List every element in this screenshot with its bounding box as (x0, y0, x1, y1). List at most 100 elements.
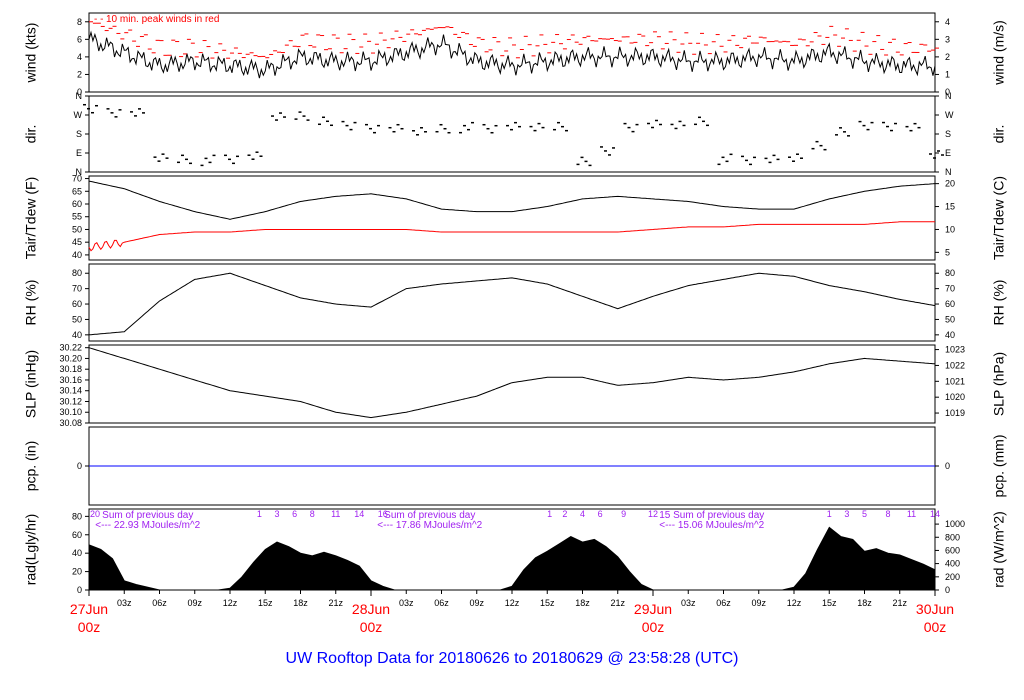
panel-temp (85, 175, 939, 261)
wind-ticklabel-left: 2 (77, 69, 82, 79)
x-day-hour-label: 00z (78, 619, 101, 635)
temp-ticklabel-right: 20 (945, 179, 955, 189)
rad-hour-label: 1 (827, 509, 832, 519)
rad-daily-sum-value: <--- 17.86 MJoules/m^2 (377, 520, 482, 531)
x-tick-label: 03z (117, 598, 132, 608)
wind-ticklabel-right: 2 (945, 52, 950, 62)
rad-daily-sum-title: Sum of previous day (102, 510, 193, 521)
rad-daily-sum-value: <--- 15.06 MJoules/m^2 (659, 520, 764, 531)
rad-hour-label: 16 (378, 509, 388, 519)
rad-hour-label: 11 (331, 509, 340, 519)
rh-ticklabel-right: 50 (945, 314, 955, 324)
panel-dir (83, 95, 944, 173)
x-tick-label: 12z (223, 598, 238, 608)
slp-ticklabel-right: 1021 (945, 376, 965, 386)
slp-ticklabel-right: 1019 (945, 408, 965, 418)
dir-ticklabel-left: N (76, 91, 83, 101)
slp-ticklabel-left: 30.12 (59, 396, 82, 406)
rad-hour-label: 3 (844, 509, 849, 519)
wind-ylabel-right: wind (m/s) (991, 20, 1007, 86)
panel-rad (85, 508, 939, 591)
x-tick-label: 15z (540, 598, 555, 608)
dir-ticklabel-right: N (945, 91, 952, 101)
x-day-label: 29Jun (634, 601, 672, 617)
wind-annotation-dash: - - (94, 14, 103, 25)
wind-ticklabel-left: 0 (77, 87, 82, 97)
x-tick-label: 21z (892, 598, 907, 608)
temp-series-line (88, 180, 936, 220)
x-day-label: 27Jun (70, 601, 108, 617)
x-tick-label: 03z (681, 598, 696, 608)
dir-ticklabel-right: W (945, 110, 954, 120)
rh-ticklabel-left: 70 (72, 284, 82, 294)
x-tick-label: 12z (787, 598, 802, 608)
pcp-ticklabel-left: 0 (77, 461, 82, 471)
x-tick-label: 21z (328, 598, 343, 608)
rh-ticklabel-left: 60 (72, 299, 82, 309)
slp-ticklabel-left: 30.10 (59, 407, 82, 417)
slp-ticklabel-left: 30.22 (59, 343, 82, 353)
slp-ticklabel-left: 30.18 (59, 364, 82, 374)
wind-ticklabel-left: 6 (77, 34, 82, 44)
dir-frame (88, 95, 936, 173)
dir-ylabel-left: dir. (23, 125, 39, 144)
rh-ticklabel-left: 50 (72, 314, 82, 324)
rh-ylabel-left: RH (%) (23, 280, 39, 326)
wind-ticklabel-right: 0 (945, 87, 950, 97)
x-tick-label: 03z (399, 598, 414, 608)
temp-ticklabel-left: 65 (72, 186, 82, 196)
rad-hour-label: 9 (621, 509, 626, 519)
temp-ticklabel-left: 50 (72, 224, 82, 234)
temp-ticklabel-left: 70 (72, 174, 82, 184)
x-tick-label: 12z (505, 598, 520, 608)
wind-ticklabel-right: 1 (945, 69, 950, 79)
x-tick-label: 06z (152, 598, 167, 608)
x-day-hour-label: 00z (642, 619, 665, 635)
rad-ticklabel-right: 400 (945, 559, 960, 569)
panel-wind (85, 12, 939, 93)
x-tick-label: 15z (258, 598, 273, 608)
rad-hour-label: 11 (907, 509, 916, 519)
rad-hour-label: 3 (274, 509, 279, 519)
rad-ticklabel-left: 80 (72, 511, 82, 521)
x-tick-label: 09z (187, 598, 202, 608)
temp-ticklabel-right: 5 (945, 247, 950, 257)
rad-hour-label: 8 (310, 509, 315, 519)
rad-ticklabel-right: 1000 (945, 519, 965, 529)
x-tick-label: 18z (293, 598, 308, 608)
slp-ticklabel-left: 30.16 (59, 375, 82, 385)
temp-ylabel-right: Tair/Tdew (C) (991, 176, 1007, 260)
slp-ticklabel-left: 30.14 (59, 386, 82, 396)
wind-ticklabel-left: 4 (77, 52, 82, 62)
rad-ylabel-left: rad(Lgly/hr) (23, 514, 39, 586)
rh-ticklabel-left: 80 (72, 268, 82, 278)
x-tick-label: 06z (716, 598, 731, 608)
dir-ticklabel-left: W (74, 110, 83, 120)
rad-hour-label: 2 (562, 509, 567, 519)
rad-hour-label: 6 (292, 509, 297, 519)
panel-slp (85, 344, 939, 424)
slp-ticklabel-right: 1022 (945, 360, 965, 370)
wind-ticklabel-right: 3 (945, 34, 950, 44)
rad-ticklabel-right: 600 (945, 545, 960, 555)
rad-hour-label: 14 (930, 509, 940, 519)
slp-ticklabel-right: 1023 (945, 345, 965, 355)
slp-series-line (88, 347, 936, 419)
x-tick-label: 09z (751, 598, 766, 608)
temp-ticklabel-left: 60 (72, 199, 82, 209)
rh-ticklabel-right: 40 (945, 330, 955, 340)
rad-ticklabel-right: 0 (945, 585, 950, 595)
pcp-ylabel-right: pcp. (mm) (991, 435, 1007, 498)
dir-ticklabel-right: S (945, 129, 951, 139)
slp-ticklabel-right: 1020 (945, 392, 965, 402)
rad-daily-sum-title: 15 Sum of previous day (659, 510, 764, 521)
slp-ticklabel-left: 30.20 (59, 353, 82, 363)
rad-ticklabel-left: 20 (72, 567, 82, 577)
temp-ticklabel-left: 45 (72, 237, 82, 247)
slp-ylabel-right: SLP (hPa) (991, 352, 1007, 416)
panel-rh (85, 263, 939, 342)
rad-daily-sum-title: Sum of previous day (384, 510, 475, 521)
rad-ticklabel-left: 40 (72, 548, 82, 558)
rad-hour-label: 1 (547, 509, 552, 519)
